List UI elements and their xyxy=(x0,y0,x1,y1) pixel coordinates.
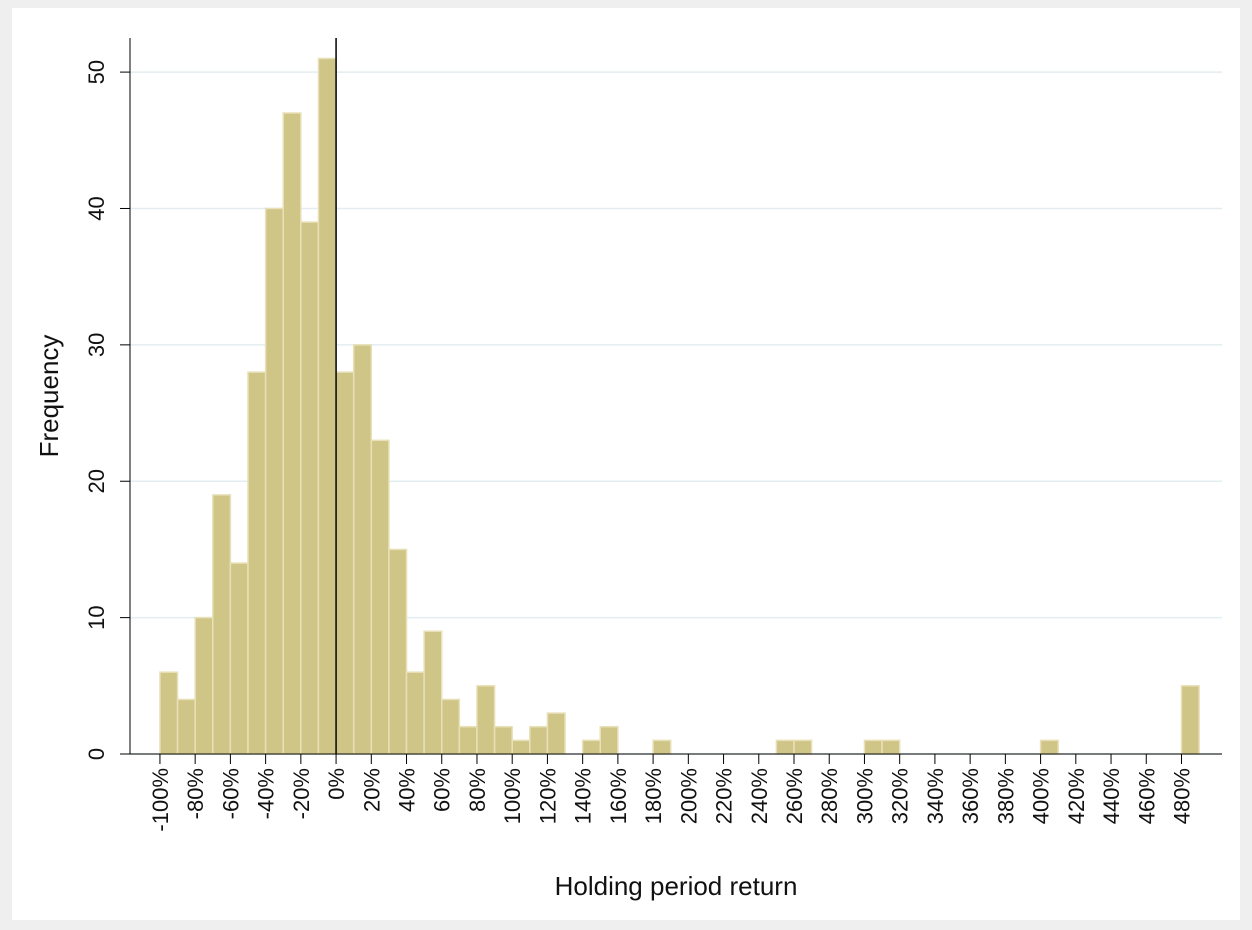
y-axis-label: Frequency xyxy=(34,335,64,458)
x-tick-label: 160% xyxy=(606,768,631,824)
bar xyxy=(476,685,496,755)
x-tick-label: 420% xyxy=(1064,768,1089,824)
bar xyxy=(652,739,672,755)
bar xyxy=(212,494,232,755)
y-tick-label: 0 xyxy=(84,748,109,760)
x-tick-label: 340% xyxy=(923,768,948,824)
bar xyxy=(881,739,901,755)
bar xyxy=(335,371,355,755)
bar xyxy=(370,439,390,755)
bar xyxy=(529,725,549,755)
bar xyxy=(440,698,461,755)
x-tick-label: 280% xyxy=(817,768,842,824)
y-tick-label: 40 xyxy=(84,196,109,220)
x-tick-label: 300% xyxy=(852,768,877,824)
bar xyxy=(317,57,337,755)
x-tick-label: 440% xyxy=(1099,768,1124,824)
x-tick-label: 100% xyxy=(500,768,525,824)
x-axis-label: Holding period return xyxy=(555,871,798,901)
x-tick-label: 80% xyxy=(465,768,490,812)
x-tick-label: 360% xyxy=(958,768,983,824)
x-tick-label: 240% xyxy=(747,768,772,824)
bar xyxy=(405,671,425,755)
x-tick-label: 180% xyxy=(641,768,666,824)
y-tick-label: 10 xyxy=(84,605,109,629)
y-tick-label: 30 xyxy=(84,333,109,357)
x-tick-label: 120% xyxy=(535,768,560,824)
bar xyxy=(775,739,795,755)
graph-region xyxy=(12,8,1240,920)
bar xyxy=(423,630,443,755)
x-tick-label: 400% xyxy=(1029,768,1054,824)
bar xyxy=(159,671,179,755)
y-tick-label: 50 xyxy=(84,60,109,84)
x-tick-label: 0% xyxy=(324,768,349,800)
y-tick-label: 20 xyxy=(84,469,109,493)
x-tick-label: -40% xyxy=(254,768,279,819)
x-tick-label: 480% xyxy=(1169,768,1194,824)
x-tick-label: -100% xyxy=(148,768,173,832)
bar xyxy=(300,221,320,755)
x-tick-label: 220% xyxy=(712,768,737,824)
bar xyxy=(581,739,602,755)
bar xyxy=(1039,739,1059,755)
bar xyxy=(493,725,513,755)
bar xyxy=(176,698,196,755)
bar xyxy=(546,712,566,755)
x-tick-label: -20% xyxy=(289,768,314,819)
bar xyxy=(793,739,813,755)
bar xyxy=(863,739,883,755)
x-tick-label: -80% xyxy=(183,768,208,819)
x-tick-label: 60% xyxy=(430,768,455,812)
bar xyxy=(247,371,267,755)
x-tick-label: 140% xyxy=(571,768,596,824)
x-tick-label: -60% xyxy=(218,768,243,819)
bar xyxy=(194,616,214,755)
bar xyxy=(458,725,478,755)
bar xyxy=(352,344,373,755)
x-tick-label: 40% xyxy=(395,768,420,812)
x-tick-label: 320% xyxy=(888,768,913,824)
bar xyxy=(1180,685,1200,755)
bar xyxy=(282,112,302,755)
bar xyxy=(599,725,619,755)
bar xyxy=(511,739,531,755)
bar xyxy=(229,562,249,755)
x-tick-label: 460% xyxy=(1134,768,1159,824)
x-tick-label: 380% xyxy=(993,768,1018,824)
bar xyxy=(264,207,284,755)
x-tick-label: 20% xyxy=(359,768,384,812)
x-tick-label: 260% xyxy=(782,768,807,824)
bar xyxy=(388,548,408,755)
x-tick-label: 200% xyxy=(676,768,701,824)
